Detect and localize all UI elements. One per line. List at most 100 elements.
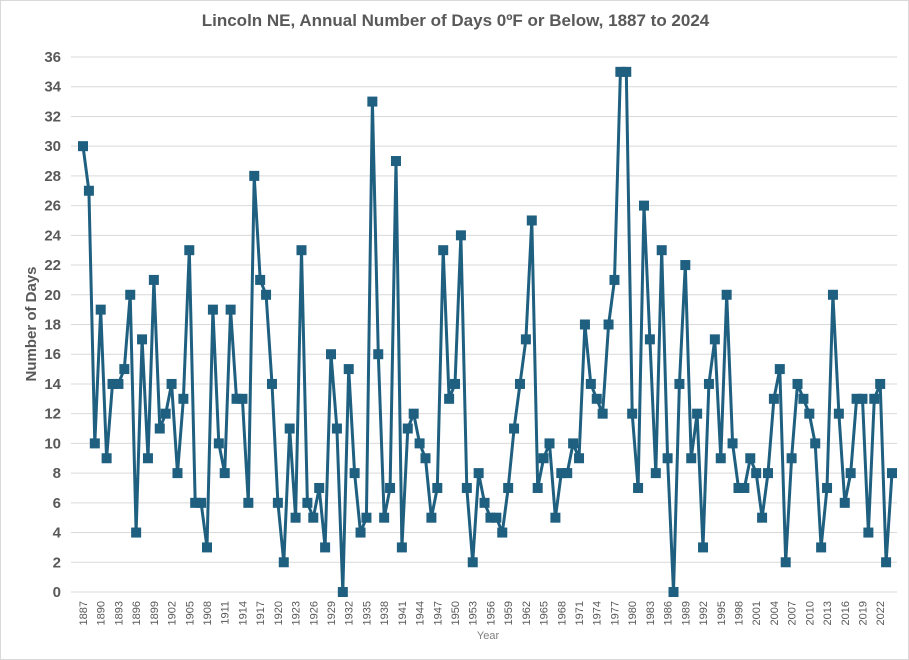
y-tick-label: 20: [44, 287, 61, 304]
y-tick-label: 4: [53, 525, 62, 542]
x-tick-label: 2022: [875, 601, 887, 625]
data-point: [597, 408, 608, 419]
x-tick-label: 1887: [78, 601, 90, 625]
y-tick-label: 28: [44, 168, 61, 185]
data-point: [574, 453, 585, 464]
data-point: [455, 230, 466, 241]
x-tick-label: 1902: [167, 601, 179, 625]
y-tick-label: 24: [44, 227, 61, 244]
data-point: [255, 274, 266, 285]
data-point: [568, 438, 579, 449]
x-tick-label: 1905: [184, 601, 196, 625]
data-point: [816, 542, 827, 553]
data-point: [709, 334, 720, 345]
data-point: [178, 393, 189, 404]
data-point: [190, 497, 201, 508]
data-point: [196, 497, 207, 508]
data-point: [278, 557, 289, 568]
data-point: [485, 512, 496, 523]
data-point: [249, 170, 260, 181]
x-tick-label: 1929: [326, 601, 338, 625]
x-tick-label: 1998: [733, 601, 745, 625]
x-tick-label: 1950: [450, 601, 462, 625]
data-point: [101, 453, 112, 464]
data-point: [668, 587, 679, 597]
data-point: [461, 482, 472, 493]
data-point: [142, 453, 153, 464]
x-tick-label: 1986: [663, 601, 675, 625]
data-point: [479, 497, 490, 508]
gridlines: [71, 56, 897, 593]
x-tick-label: 1995: [716, 601, 728, 625]
data-point: [107, 378, 118, 389]
y-tick-label: 36: [44, 49, 61, 66]
x-tick-label: 1917: [255, 601, 267, 625]
data-point: [237, 393, 248, 404]
data-point: [444, 393, 455, 404]
data-point: [361, 512, 372, 523]
data-point: [774, 364, 785, 375]
x-tick-label: 2016: [840, 601, 852, 625]
data-point: [408, 408, 419, 419]
data-point: [851, 393, 862, 404]
data-point: [302, 497, 313, 508]
data-point: [137, 334, 148, 345]
x-tick-label: 1974: [592, 601, 604, 625]
data-point: [532, 482, 543, 493]
x-tick-label: 1956: [485, 601, 497, 625]
data-point: [326, 349, 337, 360]
data-point: [633, 482, 644, 493]
y-tick-label: 16: [44, 346, 61, 363]
data-point: [739, 482, 750, 493]
y-tick-label: 12: [44, 406, 61, 423]
data-point: [845, 468, 856, 479]
data-point: [792, 378, 803, 389]
data-point: [875, 378, 886, 389]
data-point: [686, 453, 697, 464]
data-point: [757, 512, 768, 523]
data-point: [721, 289, 732, 300]
data-point: [473, 468, 484, 479]
data-point: [320, 542, 331, 553]
x-tick-label: 1980: [627, 601, 639, 625]
x-tick-label: 2019: [857, 601, 869, 625]
data-point: [438, 245, 449, 256]
data-point: [863, 527, 874, 538]
data-point: [95, 304, 106, 315]
data-point: [331, 423, 342, 434]
data-point: [272, 497, 283, 508]
data-point: [715, 453, 726, 464]
x-tick-label: 1944: [415, 601, 427, 625]
y-tick-label: 10: [44, 435, 61, 452]
data-point: [261, 289, 272, 300]
data-point: [810, 438, 821, 449]
x-tick-label: 1953: [468, 601, 480, 625]
data-point: [89, 438, 100, 449]
data-point: [638, 200, 649, 211]
y-tick-label: 14: [44, 376, 61, 393]
data-point: [745, 453, 756, 464]
y-axis-title: Number of Days: [23, 266, 40, 381]
data-point: [703, 378, 714, 389]
data-point: [869, 393, 880, 404]
x-tick-label: 1911: [220, 601, 232, 625]
data-point: [591, 393, 602, 404]
data-point: [656, 245, 667, 256]
y-tick-label: 32: [44, 108, 61, 125]
x-tick-label: 1899: [149, 601, 161, 625]
data-point: [78, 141, 88, 152]
x-tick-label: 2010: [804, 601, 816, 625]
data-point: [125, 289, 136, 300]
data-point: [337, 587, 348, 597]
data-point: [538, 453, 549, 464]
data-point: [751, 468, 762, 479]
data-point: [621, 66, 632, 77]
data-point: [556, 468, 567, 479]
data-point: [308, 512, 319, 523]
data-point: [644, 334, 655, 345]
data-point: [786, 453, 797, 464]
data-point: [119, 364, 130, 375]
data-point: [184, 245, 195, 256]
x-tick-label: 1908: [202, 601, 214, 625]
data-point: [827, 289, 838, 300]
